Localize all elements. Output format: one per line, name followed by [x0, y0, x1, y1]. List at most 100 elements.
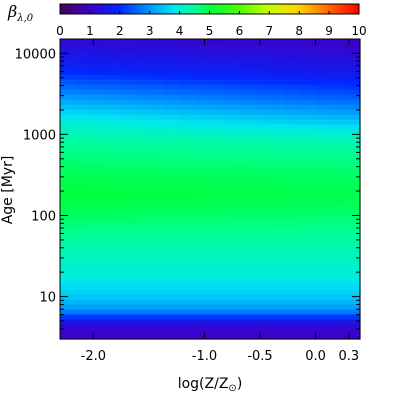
- heatmap-cell: [285, 219, 301, 225]
- heatmap-cell: [165, 144, 181, 150]
- heatmap-cell: [60, 179, 76, 185]
- heatmap-cell: [180, 214, 196, 220]
- heatmap-cell: [165, 199, 181, 205]
- heatmap-cell: [285, 89, 301, 95]
- x-tick-label: -2.0: [81, 349, 106, 364]
- heatmap-cell: [105, 264, 121, 270]
- heatmap-cell: [210, 329, 226, 335]
- heatmap-cell: [150, 164, 166, 170]
- heatmap-cell: [75, 54, 91, 60]
- heatmap-cell: [90, 214, 106, 220]
- heatmap-cell: [225, 299, 241, 305]
- heatmap-cell: [210, 114, 226, 120]
- heatmap-cell: [165, 214, 181, 220]
- heatmap-cell: [210, 189, 226, 195]
- heatmap-cell: [270, 49, 286, 55]
- heatmap-cell: [300, 94, 316, 100]
- heatmap-cell: [345, 114, 361, 120]
- heatmap-cell: [150, 174, 166, 180]
- heatmap-cell: [225, 194, 241, 200]
- heatmap-cell: [75, 174, 91, 180]
- heatmap-cell: [315, 49, 331, 55]
- heatmap-cell: [165, 94, 181, 100]
- heatmap-cell: [300, 164, 316, 170]
- heatmap-cell: [240, 309, 256, 315]
- heatmap-cell: [225, 54, 241, 60]
- heatmap-cell: [210, 239, 226, 245]
- heatmap-cell: [120, 184, 136, 190]
- heatmap-cell: [105, 214, 121, 220]
- heatmap-cell: [120, 124, 136, 130]
- heatmap-cell: [195, 129, 211, 135]
- heatmap-cell: [240, 214, 256, 220]
- heatmap-cell: [345, 199, 361, 205]
- heatmap-cell: [345, 49, 361, 55]
- heatmap-cell: [75, 329, 91, 335]
- heatmap-cell: [270, 144, 286, 150]
- heatmap-cell: [315, 224, 331, 230]
- heatmap-cell: [315, 239, 331, 245]
- heatmap-cell: [300, 259, 316, 265]
- heatmap-cell: [120, 79, 136, 85]
- heatmap-cell: [165, 99, 181, 105]
- heatmap-cell: [180, 324, 196, 330]
- heatmap-cell: [300, 179, 316, 185]
- heatmap-cell: [90, 254, 106, 260]
- heatmap-cell: [120, 214, 136, 220]
- heatmap-cell: [165, 124, 181, 130]
- heatmap-cell: [240, 289, 256, 295]
- heatmap-cell: [210, 199, 226, 205]
- heatmap-cell: [105, 114, 121, 120]
- heatmap-cell: [300, 214, 316, 220]
- heatmap-cell: [165, 224, 181, 230]
- heatmap-cell: [120, 69, 136, 75]
- heatmap-cell: [90, 69, 106, 75]
- heatmap-cell: [345, 139, 361, 145]
- heatmap-cell: [75, 189, 91, 195]
- heatmap-cell: [270, 134, 286, 140]
- heatmap-cell: [255, 334, 271, 340]
- heatmap-cell: [165, 334, 181, 340]
- heatmap-cell: [180, 59, 196, 65]
- heatmap-cell: [120, 134, 136, 140]
- heatmap-cell: [345, 289, 361, 295]
- heatmap-cell: [315, 264, 331, 270]
- heatmap-cell: [210, 284, 226, 290]
- heatmap-cell: [60, 234, 76, 240]
- heatmap-cell: [315, 214, 331, 220]
- heatmap-cell: [180, 334, 196, 340]
- heatmap-cell: [240, 184, 256, 190]
- heatmap-cell: [165, 49, 181, 55]
- heatmap-cell: [270, 79, 286, 85]
- heatmap-cell: [225, 304, 241, 310]
- heatmap-cell: [165, 294, 181, 300]
- heatmap-cell: [105, 144, 121, 150]
- heatmap-cell: [165, 44, 181, 50]
- heatmap-cell: [75, 204, 91, 210]
- heatmap-cell: [60, 189, 76, 195]
- heatmap-cell: [105, 99, 121, 105]
- colorbar-tick-label: 9: [325, 24, 333, 38]
- heatmap-cell: [255, 329, 271, 335]
- heatmap-cell: [225, 124, 241, 130]
- heatmap-cell: [135, 169, 151, 175]
- heatmap-cell: [120, 224, 136, 230]
- heatmap-cell: [180, 239, 196, 245]
- heatmap-cell: [120, 129, 136, 135]
- heatmap-cell: [210, 309, 226, 315]
- heatmap-cell: [285, 199, 301, 205]
- heatmap-cell: [285, 334, 301, 340]
- heatmap-cell: [90, 244, 106, 250]
- heatmap-cell: [75, 109, 91, 115]
- heatmap-cell: [150, 134, 166, 140]
- heatmap-cell: [285, 264, 301, 270]
- heatmap-cell: [285, 164, 301, 170]
- heatmap-cell: [210, 64, 226, 70]
- heatmap-cell: [330, 284, 346, 290]
- heatmap-cell: [180, 64, 196, 70]
- heatmap-cell: [330, 139, 346, 145]
- heatmap-cell: [255, 289, 271, 295]
- heatmap-cell: [120, 319, 136, 325]
- heatmap-cell: [210, 49, 226, 55]
- heatmap-cell: [300, 294, 316, 300]
